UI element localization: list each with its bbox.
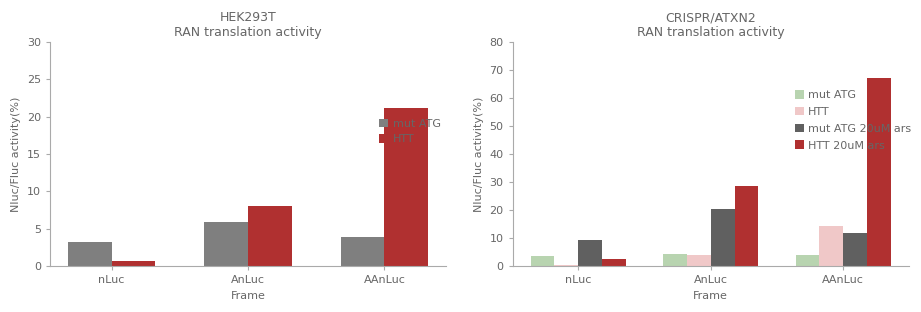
Title: HEK293T
RAN translation activity: HEK293T RAN translation activity (174, 11, 321, 39)
Y-axis label: Nluc/Fluc activity(%): Nluc/Fluc activity(%) (474, 96, 484, 212)
Bar (248, 206, 292, 266)
Bar (687, 255, 711, 266)
Bar (711, 209, 735, 266)
Title: CRISPR/ATXN2
RAN translation activity: CRISPR/ATXN2 RAN translation activity (637, 11, 785, 39)
Bar (578, 240, 602, 266)
Legend: mut ATG, HTT, mut ATG 20uM ars, HTT 20uM ars: mut ATG, HTT, mut ATG 20uM ars, HTT 20uM… (795, 90, 911, 150)
Bar (663, 254, 687, 266)
Bar (530, 256, 554, 266)
Legend: mut ATG, HTT: mut ATG, HTT (379, 119, 440, 144)
Bar (68, 241, 111, 266)
Bar (796, 255, 820, 266)
Bar (204, 222, 248, 266)
Bar (111, 261, 155, 266)
Bar (384, 108, 428, 266)
X-axis label: Frame: Frame (230, 291, 265, 301)
Bar (602, 259, 626, 266)
Bar (867, 78, 891, 266)
Bar (341, 237, 384, 266)
Y-axis label: Nluc/Fluc activity(%): Nluc/Fluc activity(%) (11, 96, 21, 212)
Bar (844, 233, 867, 266)
Bar (554, 265, 578, 266)
X-axis label: Frame: Frame (694, 291, 729, 301)
Bar (820, 226, 844, 266)
Bar (735, 186, 759, 266)
